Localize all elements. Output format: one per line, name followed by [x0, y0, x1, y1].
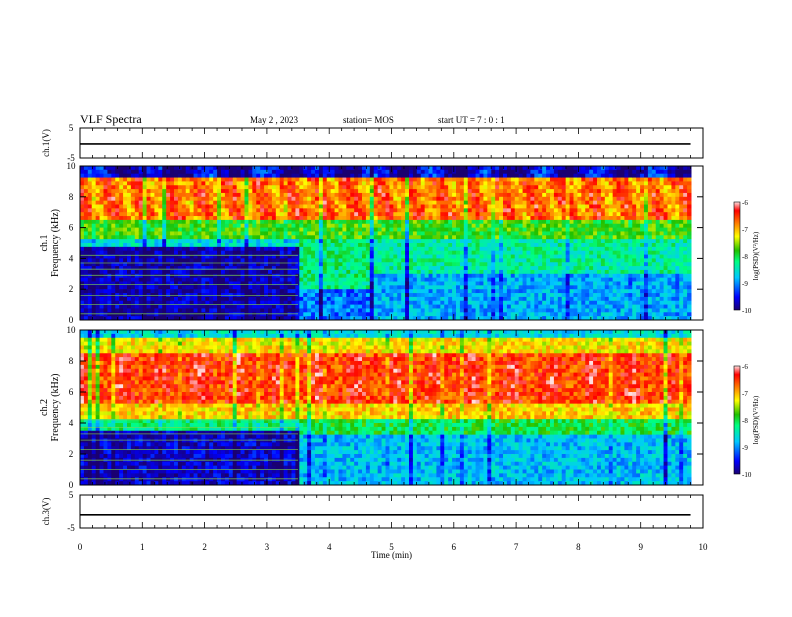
colorbar-tick-label: -10 [742, 307, 752, 315]
colorbar-label: log(PSD)(V²/Hz) [752, 395, 760, 444]
spectrogram-image-ch1 [80, 166, 692, 321]
y-axis-label: ch.3(V) [41, 498, 51, 526]
colorbar-tick-label: -10 [742, 471, 752, 479]
y-tick-label: 6 [69, 387, 74, 397]
colorbar-tick-label: -8 [742, 253, 748, 261]
x-tick-label: 2 [202, 542, 207, 552]
x-tick-label: 8 [576, 542, 581, 552]
x-tick-label: 10 [699, 542, 709, 552]
colorbar: -6 -7 -8 -9 -10 log(PSD)(V²/Hz) [734, 363, 760, 479]
y-tick-label: 4 [69, 253, 74, 263]
y-tick-label: 6 [69, 223, 74, 233]
x-tick-label: 9 [638, 542, 643, 552]
y-tick-label: 2 [69, 449, 74, 459]
y-axis-label: ch.1(V) [41, 129, 51, 157]
y-tick-label: 2 [69, 284, 74, 294]
x-tick-label: 4 [327, 542, 332, 552]
colorbar-tick-label: -9 [742, 280, 748, 288]
x-tick-label: 7 [514, 542, 519, 552]
y-tick-label: 10 [67, 325, 77, 335]
colorbar-tick-label: -8 [742, 417, 748, 425]
colorbar-label: log(PSD)(V²/Hz) [752, 231, 760, 280]
colorbar-tick-label: -6 [742, 199, 748, 207]
y-tick-label: 8 [69, 192, 74, 202]
axes-ch3-voltage: 5 -5 ch.3(V) [41, 490, 703, 533]
colorbar-tick-label: -9 [742, 444, 748, 452]
y-axis-label: Frequency (kHz) [50, 209, 61, 277]
y-tick-label: 0 [69, 315, 74, 325]
colorbar: -6 -7 -8 -9 -10 log(PSD)(V²/Hz) [734, 199, 760, 315]
y-tick-label: 10 [67, 161, 77, 171]
y-tick-label: -5 [67, 523, 75, 533]
y-tick-label: 5 [69, 490, 74, 500]
y-tick-label: 4 [69, 418, 74, 428]
x-tick-label: 1 [140, 542, 145, 552]
y-tick-label: 8 [69, 356, 74, 366]
colorbar-gradient [734, 366, 740, 474]
channel-label: ch.2 [39, 399, 50, 416]
figure-title: VLF Spectra [80, 112, 142, 127]
colorbar-tick-label: -7 [742, 390, 748, 398]
y-axis-label: Frequency (kHz) [50, 373, 61, 441]
channel-label: ch.1 [39, 235, 50, 252]
y-tick-label: 5 [69, 123, 74, 133]
colorbar-tick-label: -6 [742, 363, 748, 371]
header-station: station= MOS [343, 115, 394, 125]
colorbar-gradient [734, 202, 740, 310]
x-axis-label: Time (min) [371, 550, 412, 560]
x-tick-label: 3 [265, 542, 270, 552]
spectrogram-image-ch2 [80, 330, 692, 486]
header-start-time: start UT = 7 : 0 : 1 [438, 115, 505, 125]
x-tick-label: 6 [452, 542, 457, 552]
colorbar-tick-label: -7 [742, 226, 748, 234]
y-tick-label: 0 [69, 480, 74, 490]
x-tick-label: 0 [78, 542, 83, 552]
header-date: May 2 , 2023 [250, 115, 298, 125]
axes-ch1-voltage: 5-5ch.1(V) [41, 123, 703, 163]
